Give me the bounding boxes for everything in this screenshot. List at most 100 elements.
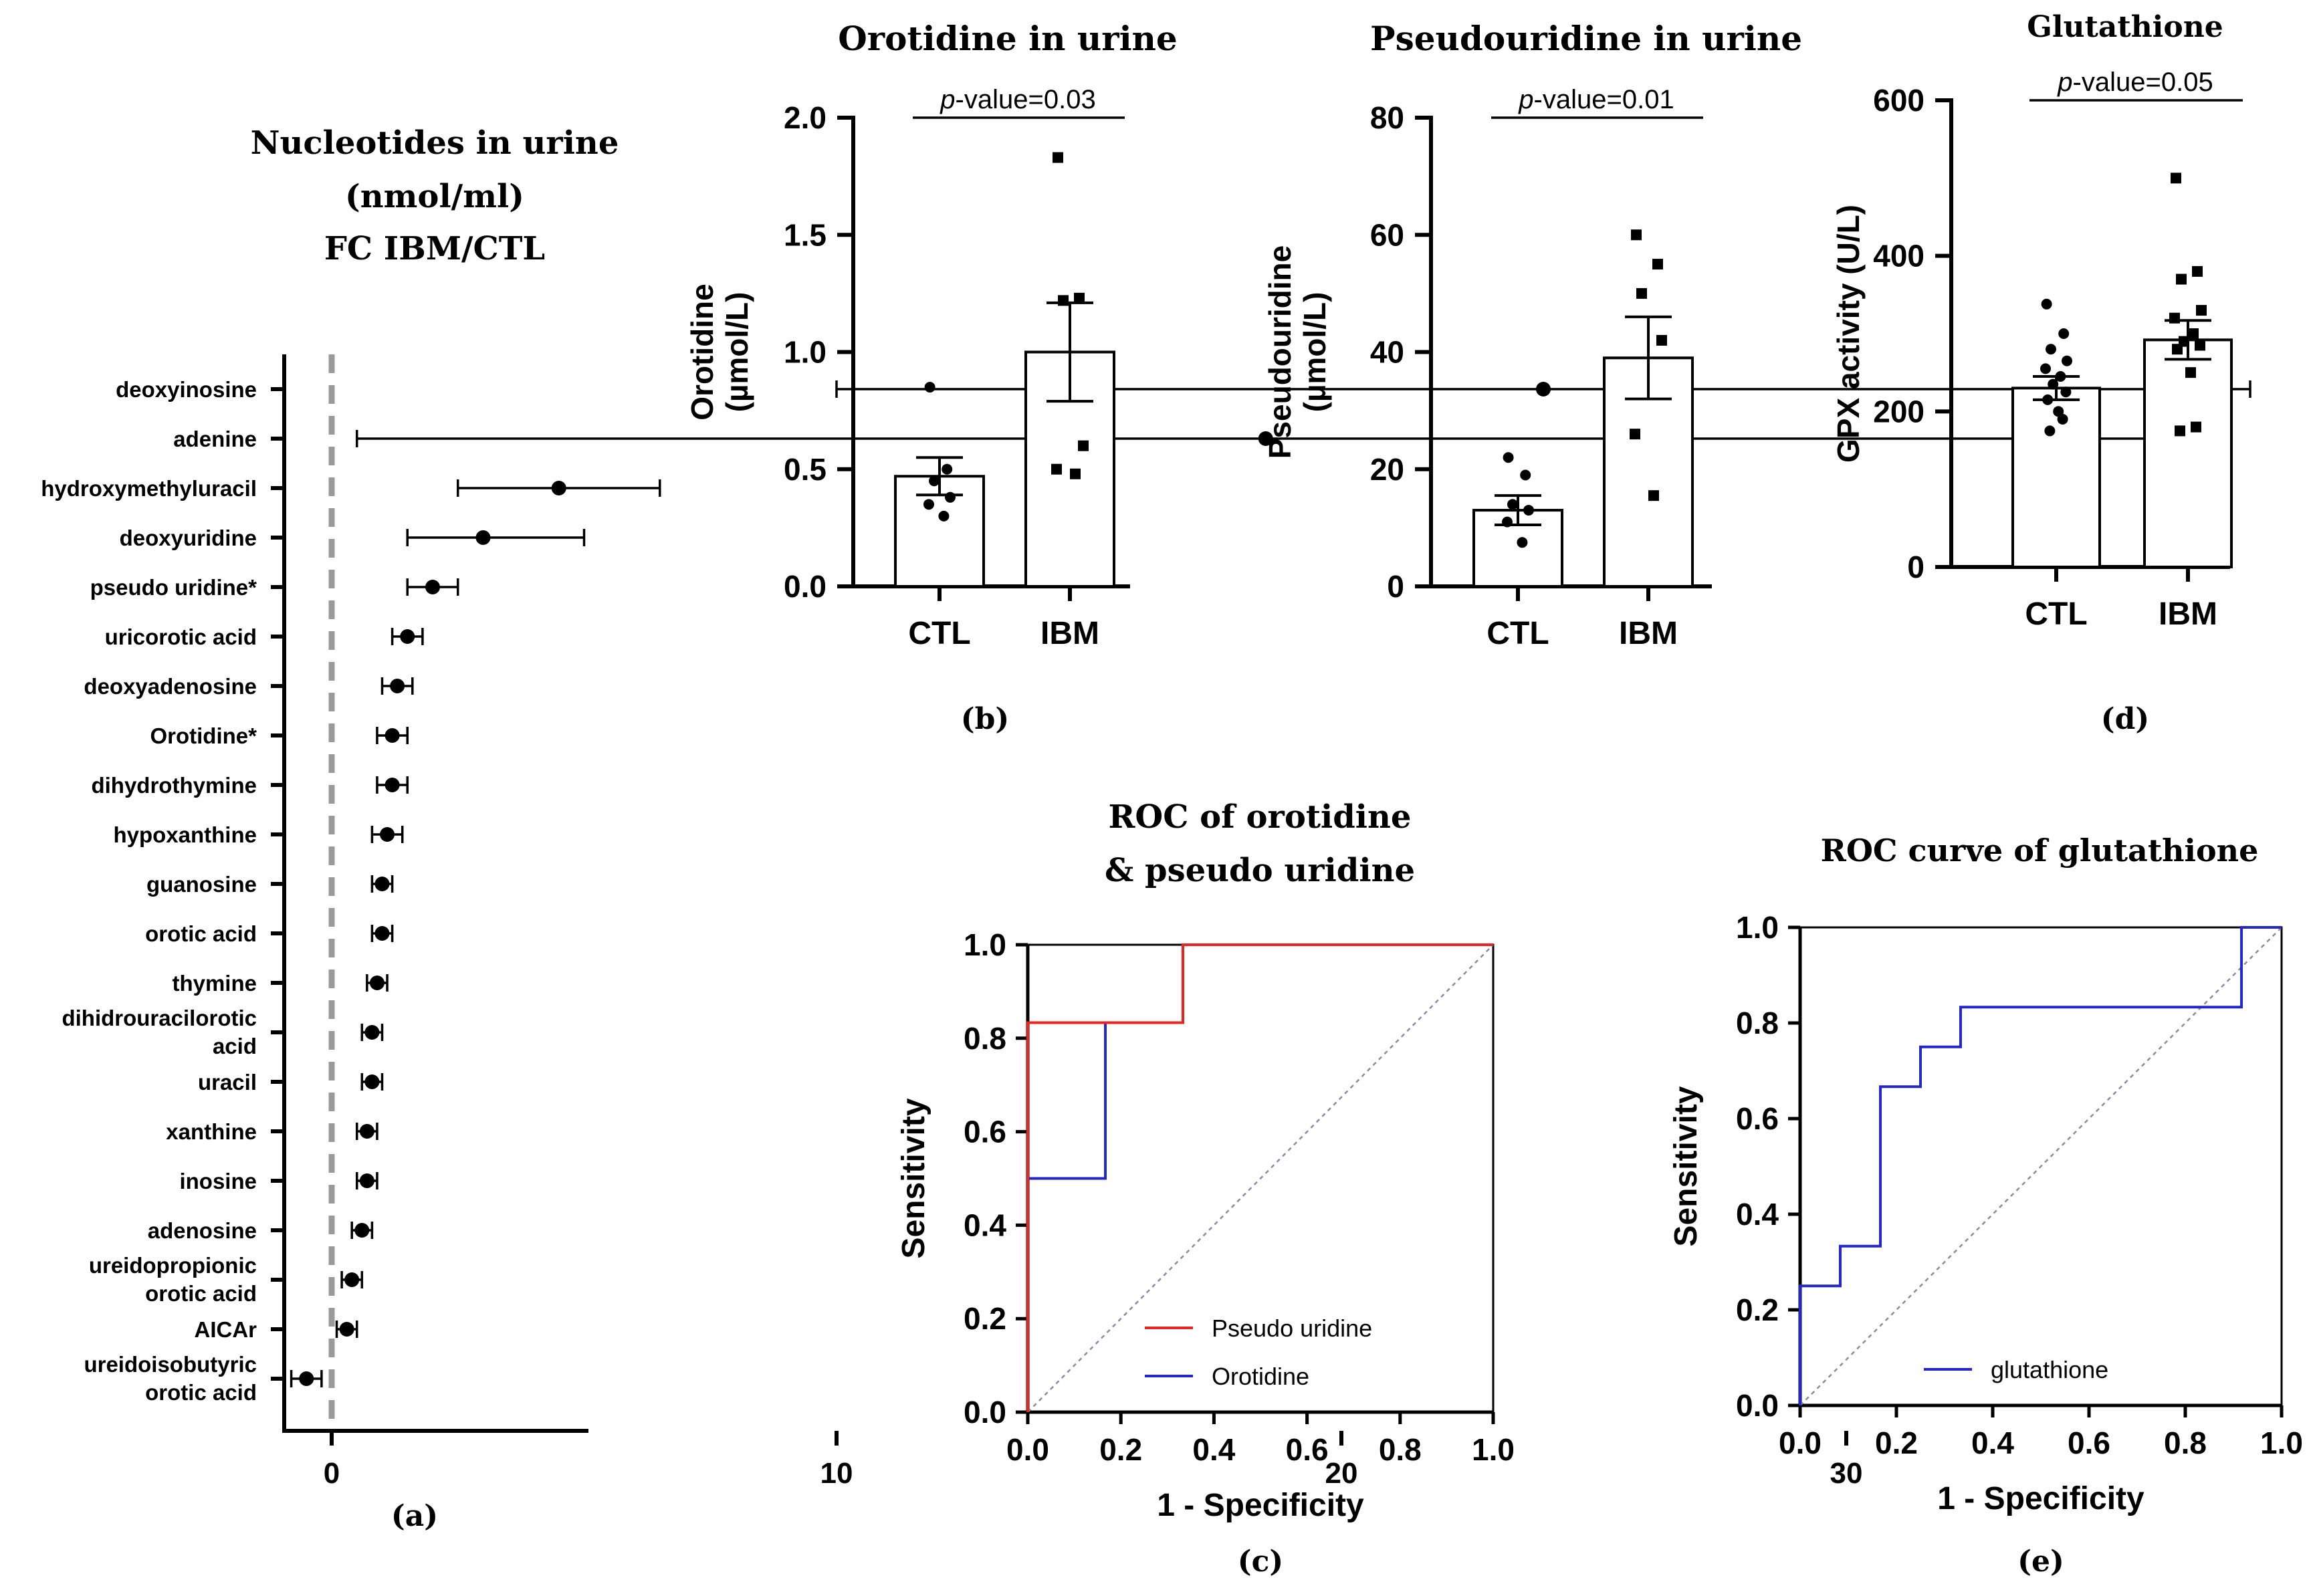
data-point (359, 1124, 374, 1139)
x-tick-label: 30 (1830, 1457, 1863, 1490)
data-point (945, 491, 956, 503)
y-tick-label: 600 (1873, 83, 1924, 118)
y-tick-label: 2.0 (784, 100, 827, 135)
data-point (2042, 394, 2054, 405)
data-point (2191, 421, 2201, 433)
data-point (2185, 367, 2196, 378)
data-point (1502, 516, 1513, 528)
x-tick-label: IBM (2159, 596, 2217, 632)
data-point (374, 877, 390, 891)
panel-label: (e) (2017, 1545, 2064, 1579)
row-label: uracil (198, 1070, 257, 1095)
roc-step-black (1026, 943, 1183, 1023)
y-tick-label: 200 (1873, 394, 1924, 429)
data-point (2192, 265, 2203, 277)
y-tick-label: 0.2 (964, 1301, 1006, 1336)
data-point (344, 1272, 360, 1287)
y-axis-label: Orotidine (685, 283, 720, 420)
panel-b-orotidine-bars: Orotidine in urine 0.0 0.5 1.0 1.5 2.0 Orotidi… (685, 19, 1178, 736)
data-point (1503, 452, 1514, 463)
row-label: thymine (172, 971, 257, 996)
data-point (1258, 431, 1273, 446)
x-tick-label: IBM (1619, 616, 1678, 651)
x-tick-label: 0.0 (1006, 1432, 1049, 1467)
y-tick-label: 0.5 (784, 452, 827, 487)
y-axis-label: (µmol/L) (1297, 292, 1332, 413)
data-point (1053, 152, 1063, 163)
data-point (1523, 505, 1534, 516)
row-label: ureidopropionic (89, 1253, 257, 1278)
reference-diagonal (1027, 944, 1494, 1413)
chart-title-line: & pseudo uridine (1105, 852, 1415, 889)
row-label: deoxyuridine (120, 526, 257, 550)
y-tick-label: 0.2 (1736, 1292, 1779, 1327)
row-label: orotic acid (145, 921, 257, 946)
data-point (354, 1223, 370, 1238)
data-point (923, 499, 934, 510)
data-point (924, 382, 936, 393)
p-value-text: -value=0.01 (1534, 85, 1674, 114)
chart-title-line: FC IBM/CTL (324, 230, 545, 267)
p-value-italic: p (940, 85, 955, 114)
data-point (1058, 295, 1069, 306)
data-point (1051, 463, 1062, 475)
y-tick-label: 0.0 (784, 569, 827, 604)
row-label: deoxyinosine (116, 377, 257, 402)
row-label: xanthine (166, 1119, 257, 1144)
row-label: Orotidine* (150, 723, 257, 748)
x-tick-label: 0 (324, 1457, 340, 1490)
panel-label: (b) (961, 702, 1009, 736)
data-point (2196, 305, 2207, 316)
data-point (1630, 429, 1640, 440)
data-point (2195, 340, 2205, 351)
data-point (2040, 363, 2051, 374)
data-point (2057, 413, 2068, 425)
y-tick-label: 0 (1387, 569, 1404, 604)
row-label: uricorotic acid (105, 624, 257, 649)
x-tick-label: 10 (820, 1457, 853, 1490)
data-point (2044, 425, 2056, 437)
data-point (364, 1074, 380, 1089)
data-point (425, 580, 440, 594)
data-point (369, 976, 384, 990)
data-point (2041, 298, 2052, 310)
y-tick-label: 40 (1370, 335, 1404, 370)
row-label: acid (213, 1034, 257, 1058)
data-point (1536, 382, 1551, 396)
data-point (551, 481, 566, 495)
row-label: dihidrouracilorotic (62, 1006, 257, 1030)
x-tick-label: 0.4 (1192, 1432, 1235, 1467)
panel-d-glutathione-bars: Glutathione 0 200 400 600 GPX activity (U/L) C… (1831, 10, 2243, 736)
data-point (1648, 490, 1659, 501)
y-tick-label: 60 (1370, 217, 1404, 252)
data-point (2048, 378, 2059, 390)
row-label: AICAr (194, 1317, 257, 1342)
y-tick-label: 0.4 (964, 1208, 1006, 1242)
y-tick-label: 0.4 (1736, 1197, 1779, 1232)
chart-title-line: ROC curve of glutathione (1821, 832, 2259, 869)
p-value-italic: p (1518, 85, 1533, 114)
data-point (400, 629, 415, 644)
legend-label: glutathione (1991, 1356, 2108, 1383)
y-tick-label: 20 (1370, 452, 1404, 487)
x-tick-label: 1.0 (1472, 1432, 1515, 1467)
data-point (942, 463, 953, 475)
x-tick-label: CTL (2025, 596, 2087, 632)
y-axis-label: Sensitivity (1668, 1086, 1704, 1246)
data-point (299, 1371, 314, 1386)
y-axis-label: Pseudouridine (1262, 245, 1297, 459)
x-axis-label: 1 - Specificity (1157, 1488, 1364, 1523)
chart-title-line: ROC of orotidine (1109, 798, 1412, 836)
x-tick-label: 1.0 (2260, 1426, 2303, 1460)
data-point (2062, 355, 2072, 366)
data-point (929, 475, 940, 487)
data-point (1078, 440, 1089, 451)
x-tick-label: 0.8 (1379, 1432, 1422, 1467)
data-point (390, 679, 405, 693)
data-point (359, 1173, 374, 1188)
data-point (384, 778, 400, 792)
legend-label: Orotidine (1212, 1363, 1309, 1390)
panel-c-roc-orotidine-pseudouridine: ROC of orotidine & pseudo uridine 0.00.0 0.… (896, 798, 1515, 1579)
data-point (938, 510, 950, 522)
data-point (2172, 344, 2183, 355)
